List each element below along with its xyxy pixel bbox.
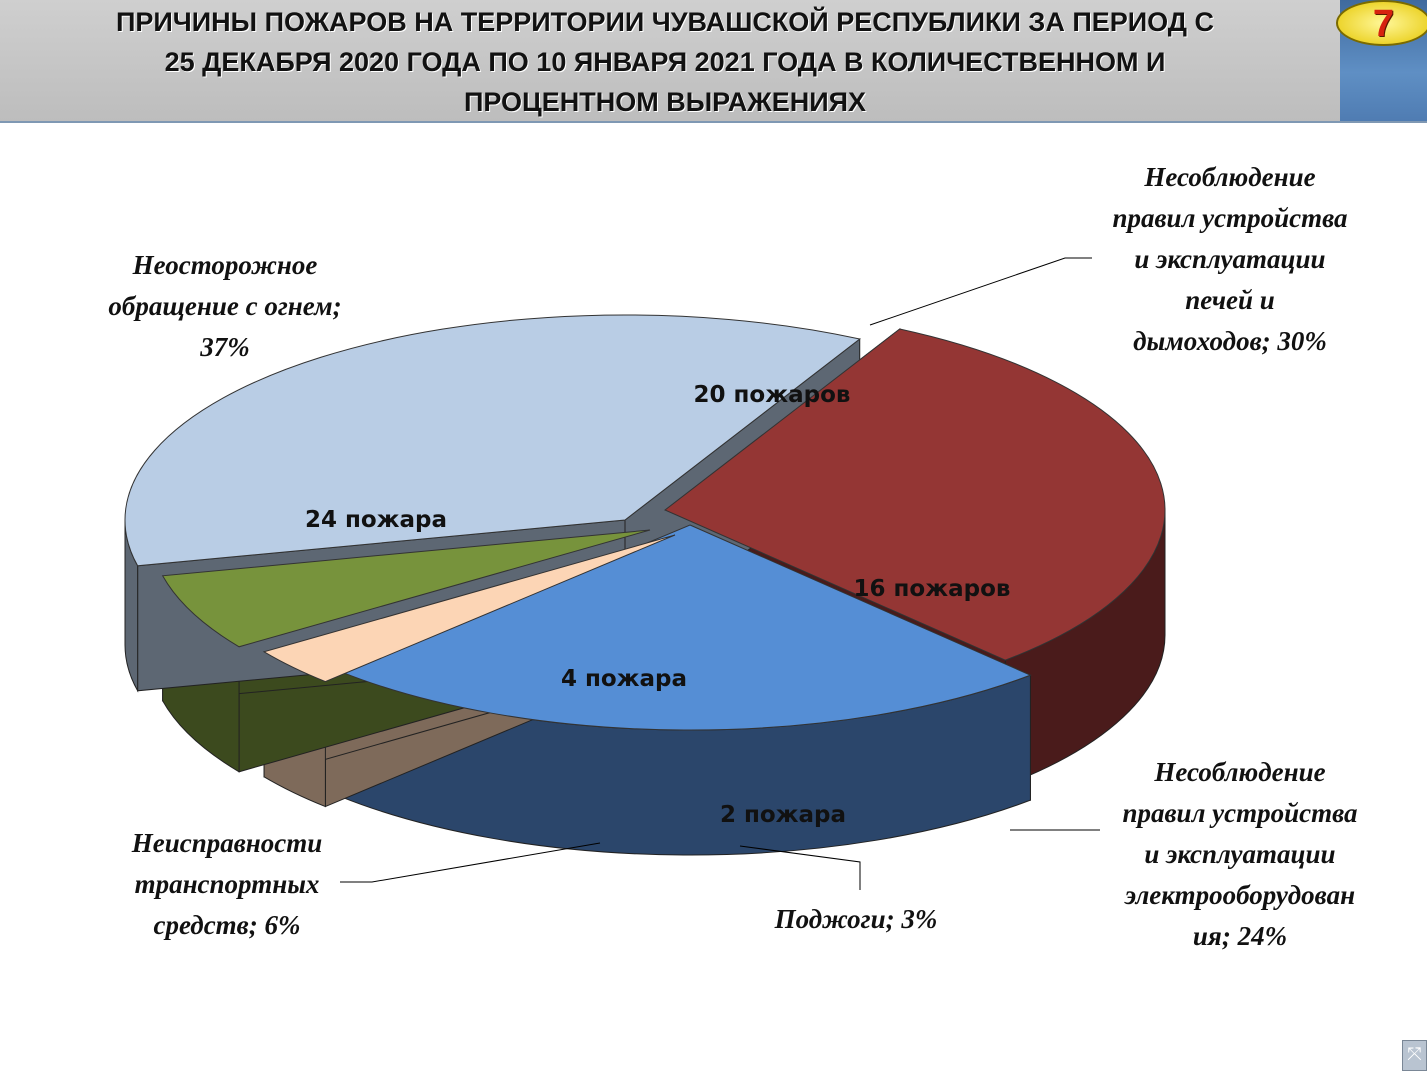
category-label-line: ия; 24%	[1193, 921, 1287, 951]
category-label-line: Несоблюдение	[1143, 162, 1315, 192]
category-label-electrical: Несоблюдение правил устройства и эксплуата…	[1122, 757, 1357, 951]
category-label-line: электрооборудован	[1124, 880, 1355, 910]
leader-line-arson	[739, 845, 861, 890]
value-label-arson: 2 пожара	[720, 802, 846, 828]
page-title: ПРИЧИНЫ ПОЖАРОВ НА ТЕРРИТОРИИ ЧУВАШСКОЙ …	[0, 2, 1330, 122]
category-label-arson: Поджоги; 3%	[774, 904, 938, 934]
category-label-line: Поджоги; 3%	[774, 904, 938, 934]
category-label-line: и эксплуатации	[1144, 839, 1335, 869]
title-line-2: 25 ДЕКАБРЯ 2020 ГОДА ПО 10 ЯНВАРЯ 2021 Г…	[164, 47, 1166, 77]
category-label-line: Неисправности	[131, 828, 323, 858]
slice-electrical	[339, 524, 1032, 731]
header-bar: ПРИЧИНЫ ПОЖАРОВ НА ТЕРРИТОРИИ ЧУВАШСКОЙ …	[0, 0, 1340, 123]
title-line-3: ПРОЦЕНТНОМ ВЫРАЖЕНИЯХ	[463, 87, 867, 117]
slice-arson	[262, 534, 676, 683]
category-label-line: Несоблюдение	[1153, 757, 1325, 787]
category-label-careless-fire: Неосторожное обращение с огнем; 37%	[108, 250, 341, 362]
title-line-1: ПРИЧИНЫ ПОЖАРОВ НА ТЕРРИТОРИИ ЧУВАШСКОЙ …	[115, 7, 1215, 37]
value-label-vehicles: 4 пожара	[561, 666, 687, 692]
category-label-line: Неосторожное	[132, 250, 318, 280]
category-label-line: 37%	[199, 332, 250, 362]
fit-to-screen-icon[interactable]: ⤧	[1402, 1040, 1427, 1071]
leader-lines	[340, 257, 1100, 890]
slice-stoves	[664, 328, 1166, 661]
slice-careless-fire	[124, 314, 861, 567]
category-label-line: транспортных	[135, 869, 320, 899]
value-label-electrical: 16 пожаров	[854, 576, 1011, 602]
chart-labels: 20 пожаров 16 пожаров 2 пожара 4 пожара 24 п…	[108, 162, 1357, 951]
pie-3d-tops	[124, 314, 1166, 731]
category-label-line: печей и	[1185, 285, 1275, 315]
category-label-line: средств; 6%	[154, 910, 301, 940]
slice-vehicles	[161, 529, 651, 648]
category-label-line: правил устройства	[1112, 203, 1347, 233]
category-label-line: правил устройства	[1122, 798, 1357, 828]
leader-line-stoves	[869, 257, 1092, 326]
category-label-line: обращение с огнем;	[108, 291, 341, 321]
value-label-careless-fire: 24 пожара	[305, 507, 447, 533]
category-label-line: дымоходов; 30%	[1133, 326, 1327, 356]
category-label-stoves: Несоблюдение правил устройства и эксплуата…	[1112, 162, 1347, 356]
category-label-line: и эксплуатации	[1134, 244, 1325, 274]
page-number-badge: 7	[1336, 0, 1427, 46]
category-label-vehicles: Неисправности транспортных средств; 6%	[131, 828, 323, 940]
leader-line-vehicles	[340, 842, 601, 883]
value-label-stoves: 20 пожаров	[694, 382, 851, 408]
